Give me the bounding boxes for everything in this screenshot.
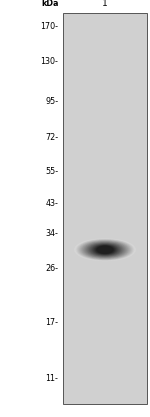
- Ellipse shape: [93, 245, 117, 254]
- Ellipse shape: [88, 243, 122, 256]
- Ellipse shape: [86, 243, 124, 257]
- Text: 130-: 130-: [41, 57, 58, 66]
- Ellipse shape: [83, 242, 127, 258]
- Ellipse shape: [88, 244, 122, 256]
- Ellipse shape: [82, 241, 128, 258]
- Ellipse shape: [96, 246, 114, 254]
- Ellipse shape: [76, 239, 134, 260]
- Ellipse shape: [89, 244, 121, 256]
- Text: 34-: 34-: [46, 229, 59, 238]
- Ellipse shape: [95, 246, 115, 254]
- Bar: [63, 13, 147, 404]
- Text: 95-: 95-: [45, 97, 58, 106]
- Ellipse shape: [92, 245, 118, 255]
- Ellipse shape: [89, 244, 121, 256]
- Ellipse shape: [85, 242, 125, 257]
- Ellipse shape: [96, 246, 114, 254]
- Text: 11-: 11-: [46, 374, 59, 383]
- Ellipse shape: [98, 246, 112, 253]
- Ellipse shape: [94, 245, 116, 254]
- Ellipse shape: [97, 246, 113, 253]
- Text: 17-: 17-: [45, 318, 58, 327]
- Text: 26-: 26-: [45, 264, 58, 273]
- Ellipse shape: [85, 242, 125, 257]
- Text: kDa: kDa: [41, 0, 58, 8]
- Ellipse shape: [84, 242, 126, 258]
- Text: 170-: 170-: [40, 22, 58, 31]
- Text: 1: 1: [102, 0, 108, 8]
- Ellipse shape: [75, 239, 135, 260]
- Ellipse shape: [78, 240, 132, 259]
- Ellipse shape: [76, 239, 134, 260]
- Ellipse shape: [81, 241, 129, 259]
- Text: 72-: 72-: [45, 133, 58, 142]
- Ellipse shape: [87, 243, 123, 256]
- Ellipse shape: [91, 244, 119, 255]
- Ellipse shape: [78, 240, 132, 259]
- Ellipse shape: [92, 245, 118, 255]
- Ellipse shape: [79, 240, 131, 259]
- Ellipse shape: [84, 242, 126, 257]
- Text: 55-: 55-: [45, 167, 58, 176]
- Ellipse shape: [81, 241, 129, 259]
- Ellipse shape: [90, 244, 120, 255]
- Ellipse shape: [80, 241, 130, 259]
- Ellipse shape: [77, 240, 133, 260]
- Ellipse shape: [94, 246, 116, 254]
- Ellipse shape: [75, 239, 135, 261]
- Ellipse shape: [90, 244, 120, 256]
- Ellipse shape: [79, 241, 131, 259]
- Ellipse shape: [93, 245, 117, 254]
- Text: 43-: 43-: [46, 199, 59, 208]
- Ellipse shape: [82, 241, 128, 258]
- Ellipse shape: [86, 243, 124, 256]
